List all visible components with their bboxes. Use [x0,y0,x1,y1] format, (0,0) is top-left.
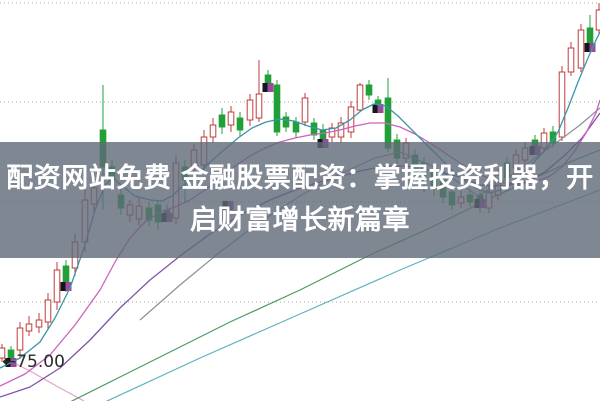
headline-banner: 配资网站免费 金融股票配资：掌握投资利器，开 启财富增长新篇章 [0,142,600,258]
price-axis-label: ←75.00 [2,352,65,372]
headline-line-1: 配资网站免费 金融股票配资：掌握投资利器，开 [6,163,594,194]
headline-line-2: 启财富增长新篇章 [190,205,410,236]
